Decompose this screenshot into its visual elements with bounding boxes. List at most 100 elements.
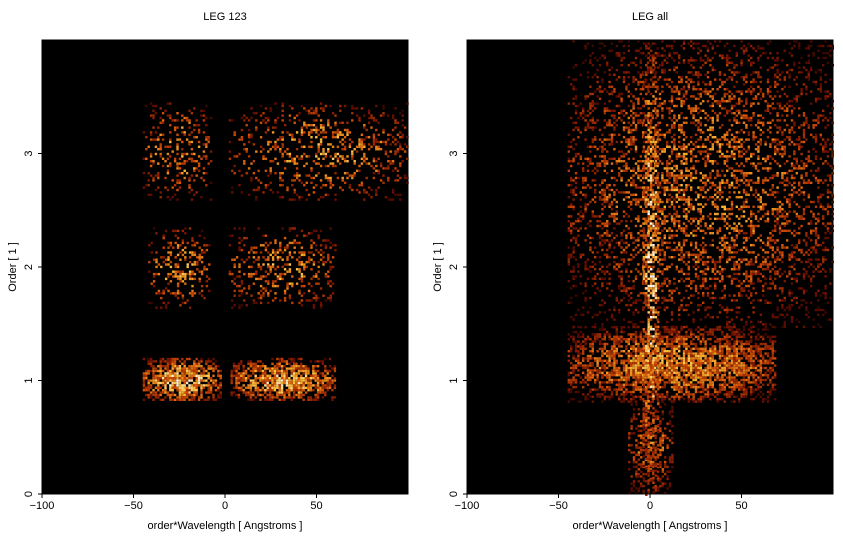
heatmap-cell [319,143,323,146]
heatmap-cell [269,167,272,170]
heatmap-cell [702,376,705,379]
heatmap-cell [603,56,606,60]
heatmap-cell [673,330,676,334]
heatmap-cell [343,145,347,148]
heatmap-cell [572,66,575,69]
heatmap-cell [637,359,640,362]
heatmap-cell [598,335,602,338]
heatmap-cell [200,367,203,370]
heatmap-cell [745,47,748,50]
heatmap-cell [704,393,707,396]
heatmap-cell [819,71,822,74]
heatmap-cell [237,365,241,368]
heatmap-cell [685,97,688,100]
heatmap-cell [367,143,371,146]
heatmap-cell [682,371,686,374]
heatmap-cell [157,377,160,380]
heatmap-cell [637,71,640,74]
heatmap-cell [622,395,626,398]
heatmap-cell [200,270,204,273]
heatmap-cell [307,256,311,259]
heatmap-cell [754,347,758,350]
heatmap-cell [620,400,623,403]
heatmap-cell [632,350,635,353]
heatmap-cell [598,342,602,346]
heatmap-cell [670,90,674,93]
heatmap-cell [309,377,313,380]
heatmap-cell [363,188,366,192]
heatmap-cell [324,131,328,134]
heatmap-cell [661,114,664,117]
heatmap-cell [322,256,325,259]
heatmap-cell [152,393,155,397]
heatmap-cell [317,296,320,300]
heatmap-cell [666,369,669,372]
heatmap-cell [829,49,832,52]
heatmap-cell [699,73,702,76]
heatmap-cell [145,136,148,139]
heatmap-cell [183,377,186,380]
heatmap-cell [798,95,801,98]
heatmap-cell [714,92,717,96]
heatmap-cell [637,369,640,372]
heatmap-cell [577,400,580,403]
heatmap-cell [598,369,602,372]
heatmap-cell [697,83,700,86]
heatmap-cell [745,357,748,360]
heatmap-cell [572,85,575,88]
heatmap-cell [668,364,671,367]
heatmap-cell [577,104,580,108]
heatmap-cell [264,365,267,368]
heatmap-cell [752,359,755,362]
heatmap-cell [706,56,710,60]
heatmap-cell [252,398,255,401]
heatmap-cell [790,109,794,112]
heatmap-cell [678,350,681,353]
heatmap-cell [166,169,170,172]
heatmap-cell [757,350,760,353]
heatmap-cell [596,369,599,372]
heatmap-cell [190,112,194,115]
heatmap-cell [242,377,245,380]
heatmap-cell [212,374,215,377]
heatmap-cell [255,188,258,192]
heatmap-cell [723,114,726,117]
heatmap-cell [582,347,585,350]
heatmap-cell [699,352,702,355]
heatmap-cell [774,335,777,338]
heatmap-cell [285,379,289,382]
heatmap-cell [783,92,786,96]
heatmap-cell [329,294,332,297]
heatmap-cell [642,352,645,355]
heatmap-cell [280,391,284,394]
heatmap-cell [718,398,722,401]
heatmap-cell [586,383,590,386]
heatmap-cell [675,328,678,331]
heatmap-cell [735,90,738,93]
heatmap-cell [179,270,182,273]
heatmap-cell [752,78,755,81]
heatmap-cell [259,104,263,108]
heatmap-cell [740,366,743,370]
heatmap-cell [178,167,182,170]
heatmap-cell [271,256,275,259]
heatmap-cell [171,196,174,199]
heatmap-cell [200,374,203,377]
heatmap-cell [173,393,177,397]
heatmap-cell [697,374,700,377]
heatmap-cell [142,379,146,382]
heatmap-cell [718,112,722,115]
heatmap-cell [160,306,163,309]
heatmap-cell [680,357,683,360]
heatmap-cell [620,119,623,122]
heatmap-cell [709,366,712,370]
heatmap-cell [637,386,640,389]
heatmap-cell [781,114,784,117]
heatmap-cell [317,148,320,151]
heatmap-cell [288,396,291,399]
heatmap-cell [735,114,738,117]
heatmap-cell [276,275,280,278]
heatmap-cell [315,162,318,165]
heatmap-cell [315,294,318,297]
heatmap-cell [157,174,160,177]
